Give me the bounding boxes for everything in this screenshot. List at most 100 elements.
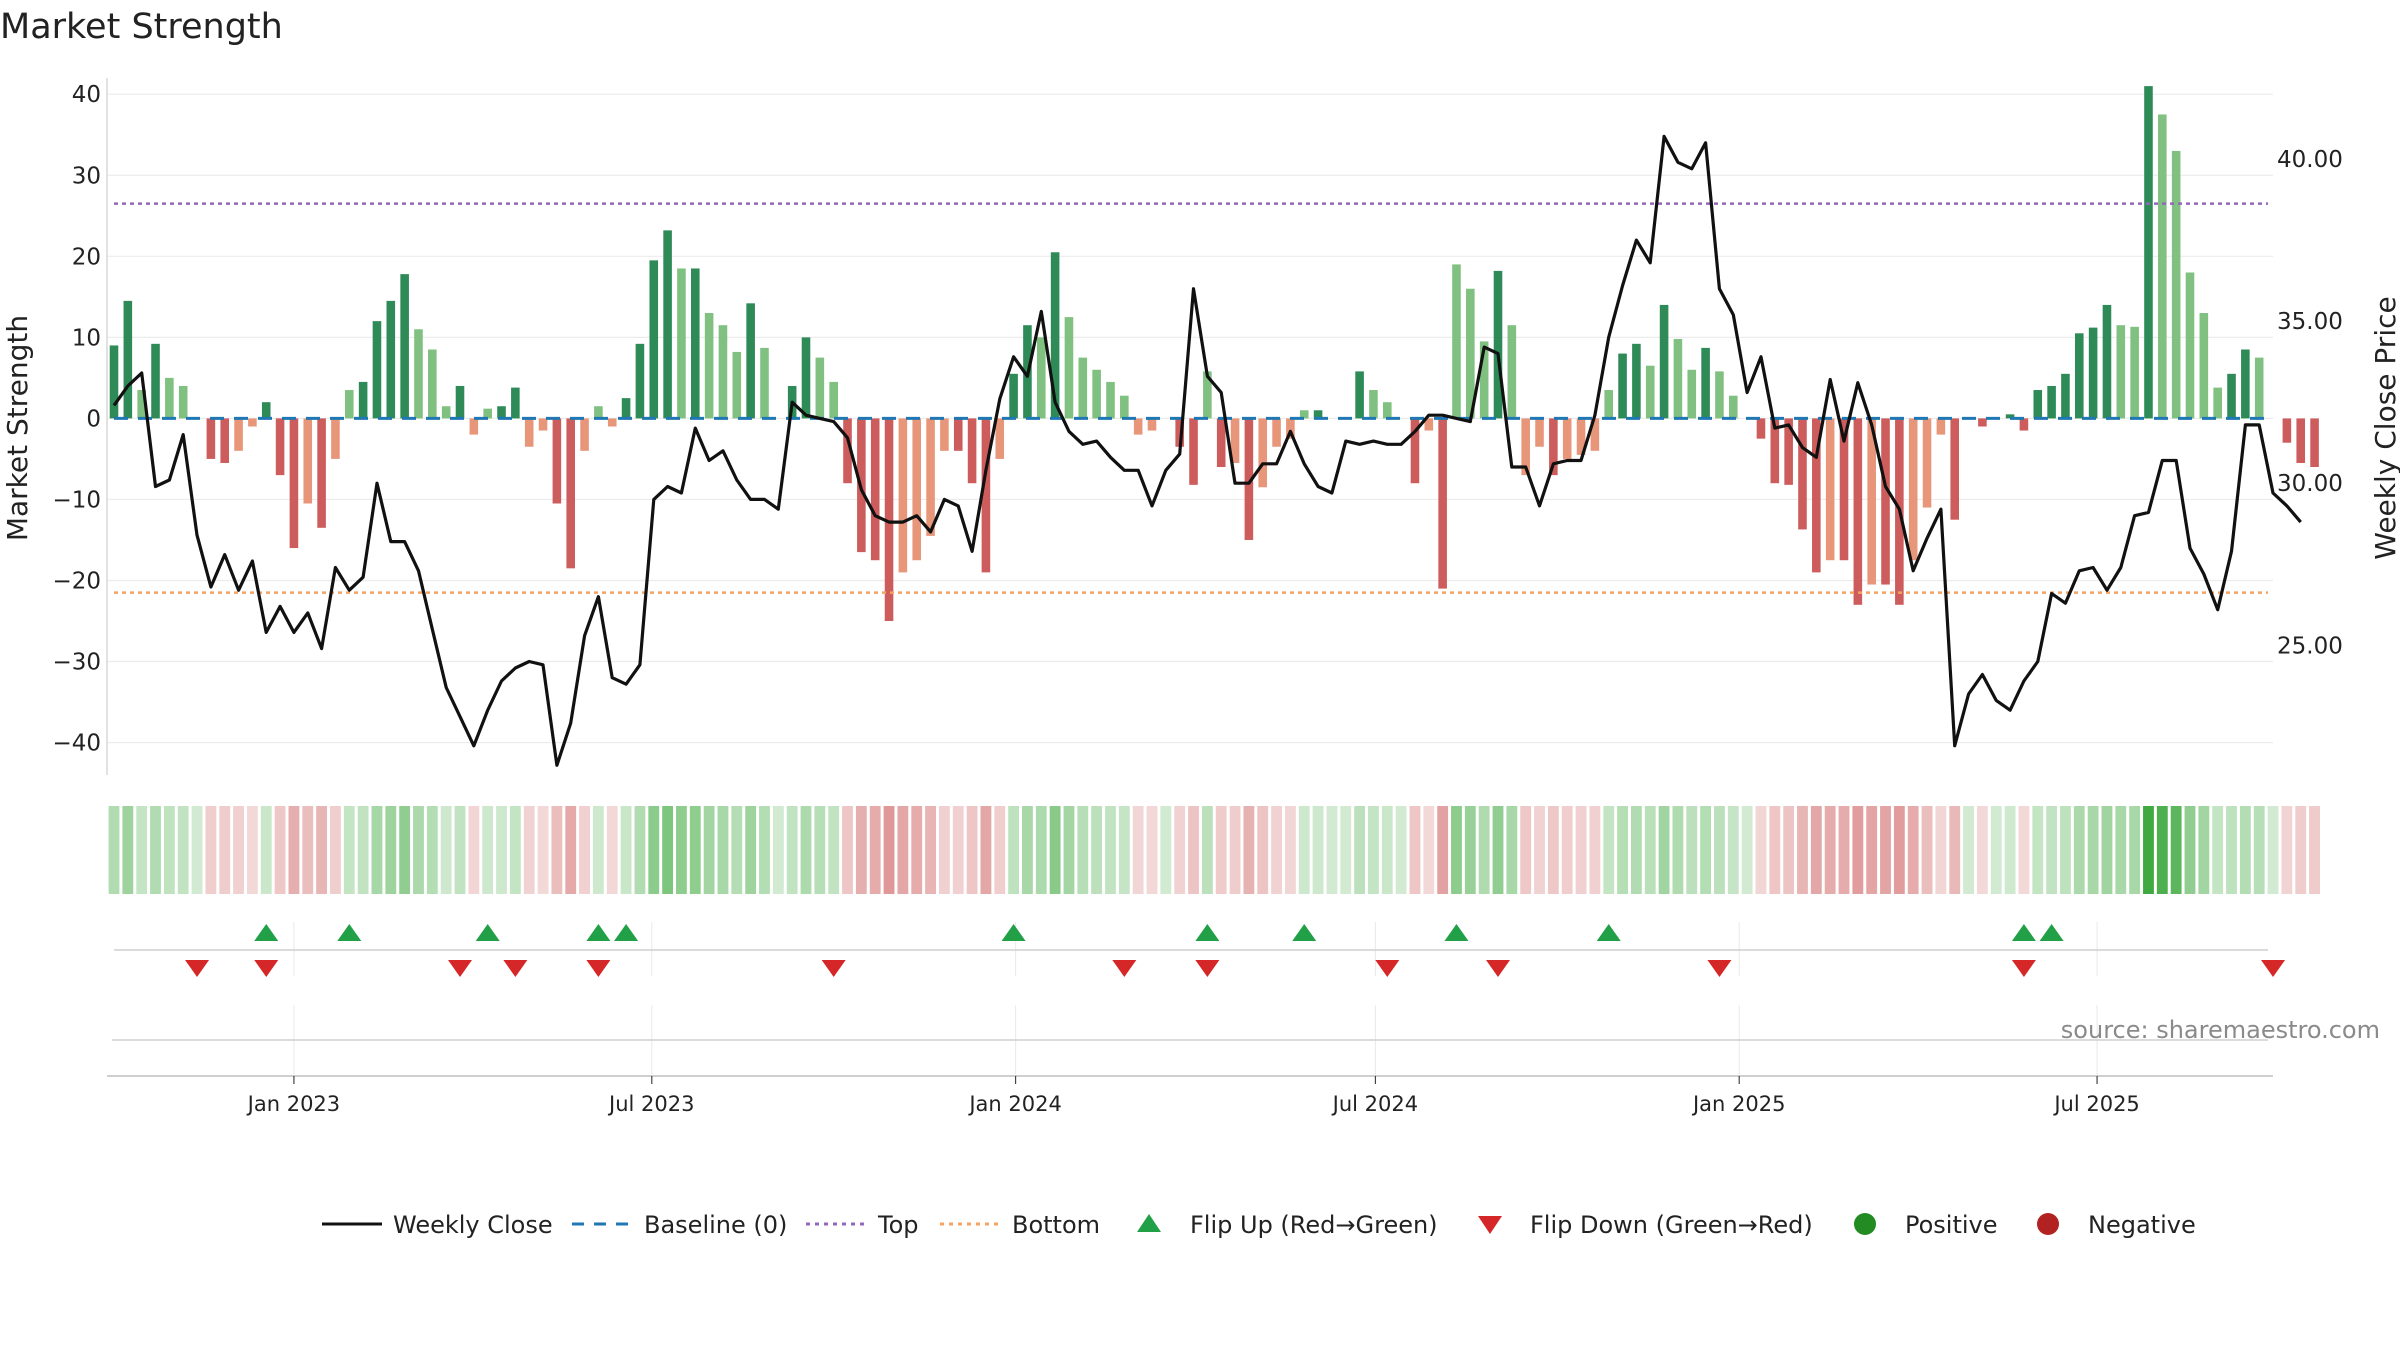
strip-cell [980,806,992,894]
strip-cell [2032,806,2044,894]
strip-cell [1492,806,1504,894]
strength-bar [2282,418,2292,443]
strip-cell [551,806,563,894]
legend-bottom-label: Bottom [1012,1211,1100,1239]
flip-up-marker [586,924,611,941]
strip-cell [1188,806,1199,894]
strip-cell [772,806,784,894]
strength-bar [746,303,755,419]
strength-heat-strip [108,806,2320,894]
strip-cell [2004,806,2016,894]
strength-bar [1908,418,1918,561]
strength-bar [1493,270,1503,419]
flip-up-marker [1444,924,1469,941]
legend-baseline: Baseline (0) [572,1211,787,1239]
strip-cell [1022,806,1033,894]
strength-bar [801,337,811,419]
strength-bar [2047,385,2056,419]
strip-cell [828,806,840,894]
y-axis-ticks: 40 30 20 10 0 −10 −20 −30 −40 [52,82,101,756]
legend-negative-label: Negative [2088,1211,2196,1239]
y2-axis-label: Weekly Close Price [2369,296,2400,559]
strip-cell [205,806,217,894]
strength-bar [1036,337,1046,419]
strength-bar [829,381,838,419]
strength-bar [428,349,437,419]
strength-bar [1507,325,1517,419]
y2-tick-label: 35.00 [2277,309,2343,335]
strip-cell [938,806,950,894]
strength-bar [1438,418,1447,589]
strip-cell [1464,806,1476,894]
legend-flip-up-label: Flip Up (Red→Green) [1190,1211,1438,1239]
strip-cell [1963,806,1974,894]
flip-up-marker [1001,924,1026,941]
strip-cell [842,806,853,894]
strip-cell [1630,806,1642,894]
strength-bar [1313,410,1323,419]
strip-cell [2018,806,2030,894]
x-tick-label: Jul 2025 [2052,1092,2139,1116]
strength-bar [981,418,991,573]
strip-cell [177,806,189,894]
legend-baseline-label: Baseline (0) [644,1211,787,1239]
strength-bar [165,377,174,419]
legend-weekly-close-label: Weekly Close [393,1211,553,1239]
strength-bar [1549,418,1558,476]
y2-tick-label: 40.00 [2277,147,2343,173]
strength-bar [344,390,354,419]
flip-up-marker [337,924,362,941]
strip-cell [1561,806,1573,894]
strip-cell [1700,806,1712,894]
strip-cell [108,806,120,894]
strip-cell [219,806,231,894]
strength-bar [2019,418,2029,431]
strength-bar [1189,418,1198,485]
strip-cell [1298,806,1310,894]
flip-down-marker [503,960,528,977]
strip-cell [1838,806,1850,894]
legend-positive-label: Positive [1905,1211,1998,1239]
strip-cell [966,806,978,894]
strip-cell [1866,806,1878,894]
strength-bar [1120,395,1129,419]
strip-cell [1063,806,1075,894]
strip-cell [509,806,521,894]
strip-cell [1506,806,1518,894]
strip-cell [2087,806,2099,894]
strip-cell [1340,806,1352,894]
chart-legend: Weekly Close Baseline (0) Top Bottom Fli… [322,1211,2196,1239]
strength-bar [566,418,576,569]
strength-bar [414,329,423,419]
strength-bar [1410,418,1420,484]
flip-down-marker [1195,960,1220,977]
strip-cell [1824,806,1836,894]
strength-bar [815,357,825,419]
strength-bar [940,418,949,451]
strip-cell [1672,806,1684,894]
strip-cell [911,806,923,894]
strength-bar [995,418,1005,459]
strip-cell [191,806,203,894]
strength-bar [455,385,465,419]
strength-bar [1521,418,1530,476]
weekly-close-line [112,134,2302,767]
flip-up-marker [1292,924,1317,941]
strip-cell [1714,806,1725,894]
strip-cell [316,806,328,894]
strip-cell [1921,806,1933,894]
y-tick-label: −40 [52,731,101,757]
strip-cell [343,806,355,894]
strip-cell [1437,806,1449,894]
strength-bar [1369,390,1378,419]
strip-cell [897,806,909,894]
strip-cell [1603,806,1615,894]
flip-down-marker [586,960,611,977]
flip-markers [185,924,2286,977]
strip-cell [703,806,715,894]
strength-bar [2254,357,2264,419]
legend-flip-down-label: Flip Down (Green→Red) [1530,1211,1813,1239]
strip-cell [1658,806,1670,894]
strength-bar [621,398,631,419]
